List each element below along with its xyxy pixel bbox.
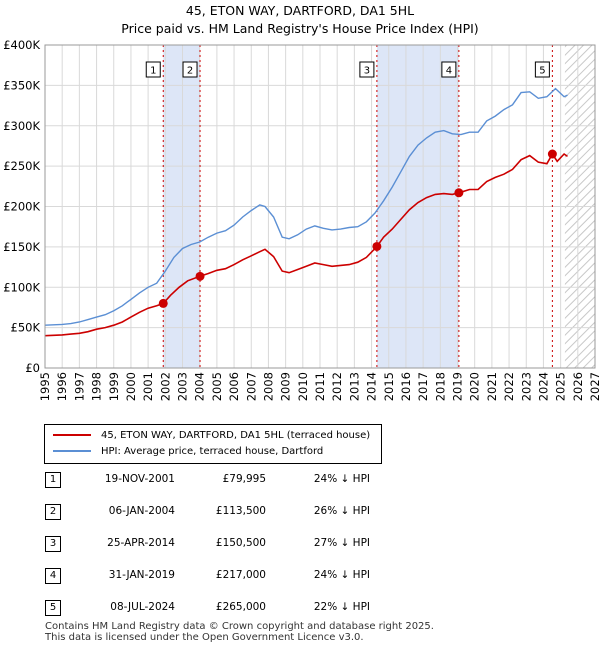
legend-swatch-property <box>53 434 91 436</box>
legend-label-property: 45, ETON WAY, DARTFORD, DA1 5HL (terrace… <box>101 430 371 441</box>
sale-marker-number: 3 <box>45 536 61 552</box>
legend-item-hpi: HPI: Average price, terraced house, Dart… <box>53 444 323 460</box>
sale-number-box <box>182 61 198 78</box>
x-tick-label: 2025 <box>554 372 568 401</box>
sale-number-box <box>441 61 457 78</box>
sale-number-box <box>145 61 161 78</box>
sale-number-label: 1 <box>150 66 156 77</box>
sale-hpi-diff: 24% ↓ HPI <box>313 569 370 581</box>
x-tick-label: 2016 <box>399 372 413 401</box>
sale-marker-number: 1 <box>45 472 61 488</box>
sale-point <box>372 241 382 251</box>
sale-marker-number: 4 <box>45 568 61 584</box>
x-tick-label: 2013 <box>347 372 361 401</box>
y-tick-label: £200K <box>3 200 40 214</box>
sale-point <box>158 298 168 308</box>
x-tick-label: 2018 <box>433 372 447 401</box>
x-tick-label: 2004 <box>193 372 207 401</box>
y-tick-label: £300K <box>3 119 40 133</box>
price-chart: 1 2 3 4 5 £0 £50K £100K £150K £200K £250K £300K £350… <box>3 38 600 401</box>
sale-point <box>547 149 557 159</box>
table-row: 3 25-APR-2014 £150,500 27% ↓ HPI <box>0 536 600 554</box>
x-tick-label: 2014 <box>365 372 379 401</box>
sale-date: 31-JAN-2019 <box>108 569 175 581</box>
sale-hpi-diff: 22% ↓ HPI <box>313 601 370 613</box>
x-tick-label: 2007 <box>244 372 258 401</box>
x-tick-label: 2002 <box>158 372 172 401</box>
x-tick-label: 1995 <box>38 372 52 401</box>
sale-number-label: 2 <box>187 66 193 77</box>
sale-number-box <box>359 61 375 78</box>
chart-title: 45, ETON WAY, DARTFORD, DA1 5HL <box>185 3 415 18</box>
x-tick-label: 2012 <box>330 372 344 401</box>
sale-price: £265,000 <box>215 601 266 613</box>
table-row: 5 08-JUL-2024 £265,000 22% ↓ HPI <box>0 600 600 618</box>
x-tick-label: 1996 <box>55 372 69 401</box>
x-tick-label: 2024 <box>536 372 550 401</box>
x-tick-label: 2001 <box>141 372 155 401</box>
y-tick-label: £50K <box>11 321 41 335</box>
sale-marker-number: 2 <box>45 504 61 520</box>
sale-number-box <box>534 61 550 78</box>
x-tick-label: 2003 <box>176 372 190 401</box>
x-tick-label: 2022 <box>502 372 516 401</box>
x-tick-label: 2017 <box>416 372 430 401</box>
footer-licence: This data is licensed under the Open Gov… <box>45 632 364 643</box>
sale-price: £217,000 <box>215 569 266 581</box>
sale-price: £150,500 <box>215 537 266 549</box>
sale-number-label: 5 <box>539 66 545 77</box>
x-tick-label: 2023 <box>519 372 533 401</box>
y-tick-label: £250K <box>3 159 40 173</box>
x-tick-label: 2021 <box>485 372 499 401</box>
sale-price: £113,500 <box>215 505 266 517</box>
x-tick-label: 2008 <box>261 372 275 401</box>
x-tick-label: 2026 <box>571 372 585 401</box>
x-tick-label: 2000 <box>124 372 138 401</box>
x-tick-label: 2019 <box>451 372 465 401</box>
chart-subtitle: Price paid vs. HM Land Registry's House … <box>121 21 479 36</box>
sale-point <box>454 188 464 198</box>
y-tick-label: £100K <box>3 280 40 294</box>
sale-hpi-diff: 26% ↓ HPI <box>313 505 370 517</box>
y-tick-label: £350K <box>3 78 40 92</box>
sale-hpi-diff: 27% ↓ HPI <box>313 537 370 549</box>
sale-date: 06-JAN-2004 <box>108 505 175 517</box>
x-tick-label: 2027 <box>588 372 600 401</box>
sale-point <box>195 271 205 281</box>
legend-item-property: 45, ETON WAY, DARTFORD, DA1 5HL (terrace… <box>53 428 370 444</box>
sale-date: 08-JUL-2024 <box>110 601 175 613</box>
x-tick-label: 1999 <box>107 372 121 401</box>
x-tick-label: 2006 <box>227 372 241 401</box>
x-tick-label: 2015 <box>382 372 396 401</box>
legend-label-hpi: HPI: Average price, terraced house, Dart… <box>101 446 324 457</box>
y-tick-label: £0 <box>25 361 40 375</box>
x-tick-label: 2011 <box>313 372 327 401</box>
sale-date: 25-APR-2014 <box>107 537 175 549</box>
sale-hpi-diff: 24% ↓ HPI <box>313 473 370 485</box>
plot-frame <box>44 44 596 369</box>
table-row: 1 19-NOV-2001 £79,995 24% ↓ HPI <box>0 472 600 490</box>
table-row: 4 31-JAN-2019 £217,000 24% ↓ HPI <box>0 568 600 586</box>
legend: 45, ETON WAY, DARTFORD, DA1 5HL (terrace… <box>44 424 382 464</box>
footer: Contains HM Land Registry data © Crown c… <box>45 621 434 643</box>
table-row: 2 06-JAN-2004 £113,500 26% ↓ HPI <box>0 504 600 522</box>
footer-copyright: Contains HM Land Registry data © Crown c… <box>45 621 434 632</box>
y-tick-label: £150K <box>3 240 40 254</box>
x-tick-label: 2009 <box>279 372 293 401</box>
x-tick-label: 2005 <box>210 372 224 401</box>
sale-price: £79,995 <box>222 473 266 485</box>
y-tick-label: £400K <box>3 38 40 52</box>
property-series-line <box>44 152 568 337</box>
hpi-series-line <box>44 87 568 326</box>
x-tick-label: 2020 <box>468 372 482 401</box>
legend-swatch-hpi <box>53 450 91 452</box>
x-tick-label: 1997 <box>72 372 86 401</box>
x-tick-label: 1998 <box>90 372 104 401</box>
sale-marker-number: 5 <box>45 600 61 616</box>
sale-date: 19-NOV-2001 <box>104 473 175 485</box>
sale-number-label: 3 <box>364 66 370 77</box>
sale-number-label: 4 <box>446 66 452 77</box>
x-tick-label: 2010 <box>296 372 310 401</box>
